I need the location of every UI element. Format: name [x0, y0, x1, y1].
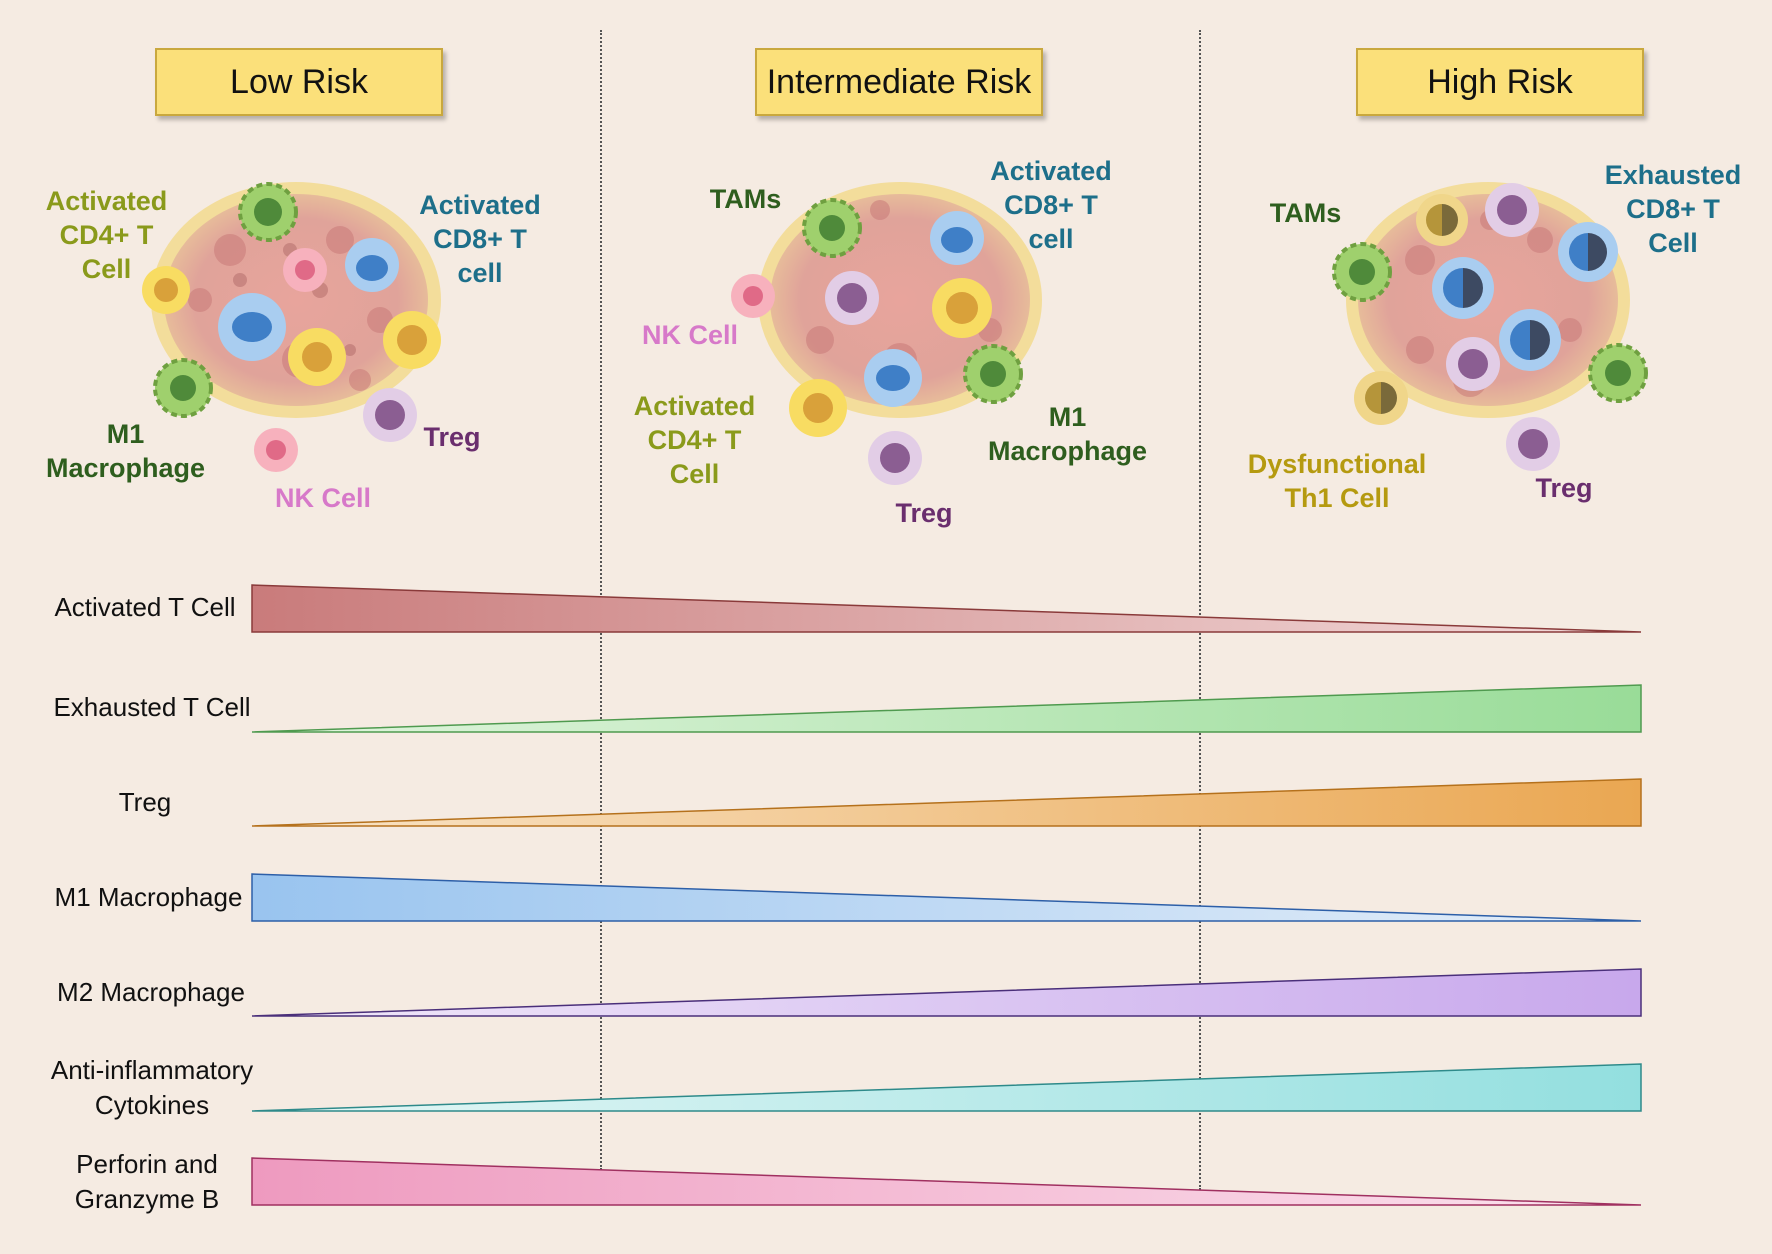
label-activated-cd4: Activated CD4+ T Cell [633, 391, 756, 489]
wedge-activated-t-cell [251, 584, 1642, 633]
cd4-t-cell-icon [789, 379, 847, 437]
cd4-t-cell-icon [288, 328, 346, 386]
treg-cell-icon [363, 388, 417, 442]
label-m1-macrophage: M1 Macrophage [987, 402, 1148, 466]
row-label-m2-macrophage: M2 Macrophage [57, 977, 245, 1007]
wedge-perforin-and-granzyme-b [251, 1157, 1642, 1206]
cd4-t-cell-icon [932, 278, 992, 338]
exhausted-cd8-icon [1499, 309, 1561, 371]
label-tams: TAMs [1269, 198, 1342, 228]
nk-cell-icon [254, 428, 298, 472]
cd4-t-cell-icon [383, 311, 441, 369]
m1-macrophage-icon [153, 358, 213, 418]
row-label-anti-inflammatory-cytokines: Anti-inflammatory Cytokines [50, 1055, 254, 1120]
row-label-activated-t-cell: Activated T Cell [54, 592, 236, 622]
nk-cell-icon [283, 248, 327, 292]
nk-cell-icon [731, 274, 775, 318]
cd8-t-cell-icon [864, 349, 922, 407]
tumor-illustrations [142, 182, 1648, 485]
label-activated-cd4: Activated CD4+ T Cell [45, 186, 168, 284]
header-high-risk: High Risk [1356, 48, 1644, 116]
exhausted-cd8-icon [1558, 222, 1618, 282]
tam-icon [802, 198, 862, 258]
label-treg: Treg [895, 498, 953, 528]
cd4-t-cell-icon [142, 266, 190, 314]
header-intermediate-risk: Intermediate Risk [755, 48, 1043, 116]
label-treg: Treg [423, 422, 481, 452]
wedge-m1-macrophage [251, 873, 1642, 922]
row-label-treg: Treg [118, 787, 172, 817]
treg-cell-icon [1446, 337, 1500, 391]
m1-macrophage-icon [1588, 343, 1648, 403]
exhausted-cd8-icon [1432, 257, 1494, 319]
treg-cell-icon [825, 271, 879, 325]
label-activated-cd8: Activated CD8+ T cell [419, 190, 541, 288]
header-low-risk: Low Risk [155, 48, 443, 116]
label-nk-cell: NK Cell [274, 483, 372, 513]
cd8-t-cell-icon [930, 211, 984, 265]
wedge-m2-macrophage [251, 968, 1642, 1017]
m1-macrophage-icon [238, 182, 298, 242]
label-dysfunctional-th1: Dysfunctional Th1 Cell [1247, 449, 1427, 513]
treg-cell-icon [1506, 417, 1560, 471]
label-tams: TAMs [709, 184, 782, 214]
row-label-exhausted-t-cell: Exhausted T Cell [53, 692, 251, 722]
dysfunctional-th1-icon [1354, 371, 1408, 425]
label-nk-cell: NK Cell [641, 320, 739, 350]
wedge-exhausted-t-cell [251, 684, 1642, 733]
label-exhausted-cd8: Exhausted CD8+ T Cell [1604, 160, 1742, 258]
label-treg: Treg [1535, 473, 1593, 503]
treg-cell-icon [1485, 183, 1539, 237]
cd8-t-cell-icon [345, 238, 399, 292]
wedge-treg [251, 778, 1642, 827]
label-m1-macrophage: M1 Macrophage [45, 419, 206, 483]
m1-macrophage-icon [963, 344, 1023, 404]
row-label-m1-macrophage: M1 Macrophage [54, 882, 243, 912]
dysfunctional-th1-icon [1416, 194, 1468, 246]
row-label-perforin-granzyme: Perforin and Granzyme B [74, 1149, 220, 1214]
wedge-anti-inflammatory-cytokines [251, 1063, 1642, 1112]
treg-cell-icon [868, 431, 922, 485]
tam-icon [1332, 242, 1392, 302]
cd8-t-cell-icon [218, 293, 286, 361]
label-activated-cd8: Activated CD8+ T cell [990, 156, 1112, 254]
